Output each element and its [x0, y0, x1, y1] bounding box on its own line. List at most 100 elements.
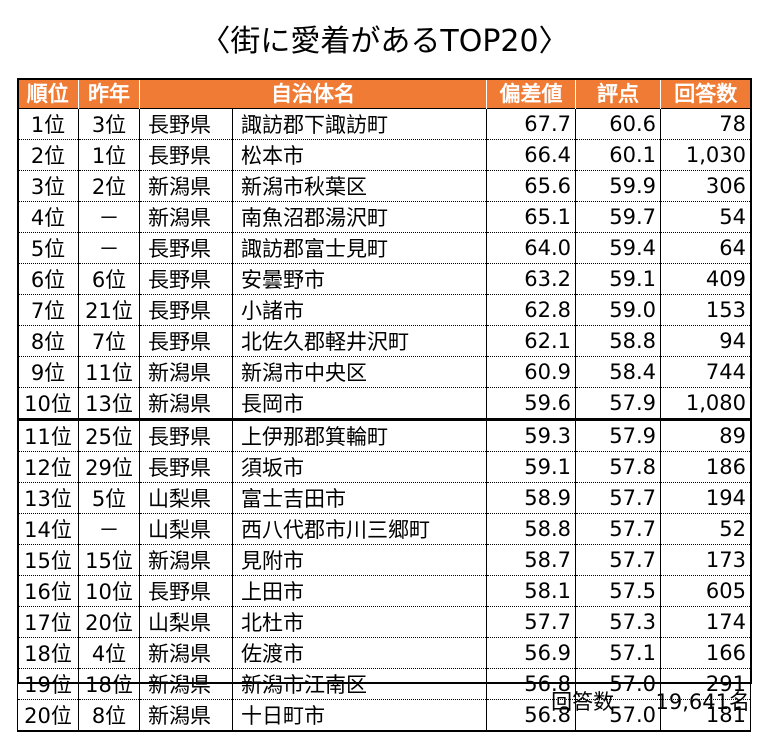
table-row: 18位 4位 新潟県 佐渡市 56.9 57.1 166	[17, 637, 751, 669]
deviation-cell: 58.1	[486, 575, 576, 607]
header-last-year: 昨年	[78, 78, 140, 109]
rank-cell: 15位	[17, 544, 79, 576]
score-cell: 57.7	[575, 482, 661, 514]
ranking-table: 順位 昨年 自治体名 偏差値 評点 回答数 1位 3位 長野県 諏訪郡下諏訪町 67.7…	[17, 78, 751, 732]
last-year-cell: －	[78, 201, 140, 233]
table-row: 2位 1位 長野県 松本市 66.4 60.1 1,030	[17, 139, 751, 171]
city-cell: 上伊那郡箕輪町	[232, 418, 487, 452]
footer-value: 19,641名	[655, 690, 750, 714]
table-row: 16位 10位 長野県 上田市 58.1 57.5 605	[17, 575, 751, 607]
last-year-cell: 6位	[78, 263, 140, 295]
score-cell: 57.0	[575, 668, 661, 700]
rank-cell: 12位	[17, 451, 79, 483]
city-cell: 長岡市	[232, 387, 487, 420]
rank-cell: 3位	[17, 170, 79, 202]
rank-cell: 14位	[17, 513, 79, 545]
score-cell: 57.1	[575, 637, 661, 669]
last-year-cell: 1位	[78, 139, 140, 171]
table-row: 6位 6位 長野県 安曇野市 63.2 59.1 409	[17, 263, 751, 295]
deviation-cell: 56.8	[486, 668, 576, 700]
responses-cell: 181	[660, 699, 751, 732]
rank-cell: 18位	[17, 637, 79, 669]
last-year-cell: 10位	[78, 575, 140, 607]
city-cell: 須坂市	[232, 451, 487, 483]
last-year-cell: －	[78, 232, 140, 264]
footer-label: 回答数	[551, 690, 615, 714]
last-year-cell: 21位	[78, 294, 140, 326]
city-cell: 新潟市秋葉区	[232, 170, 487, 202]
table-row: 1位 3位 長野県 諏訪郡下諏訪町 67.7 60.6 78	[17, 108, 751, 140]
last-year-cell: 11位	[78, 356, 140, 388]
rank-cell: 7位	[17, 294, 79, 326]
header-responses: 回答数	[660, 78, 751, 109]
deviation-cell: 57.7	[486, 606, 576, 638]
last-year-cell: 29位	[78, 451, 140, 483]
table-row: 20位 8位 新潟県 十日町市 56.8 57.0 181	[17, 699, 751, 732]
deviation-cell: 60.9	[486, 356, 576, 388]
responses-cell: 174	[660, 606, 751, 638]
prefecture-cell: 新潟県	[139, 387, 233, 420]
deviation-cell: 56.9	[486, 637, 576, 669]
prefecture-cell: 山梨県	[139, 482, 233, 514]
last-year-cell: －	[78, 513, 140, 545]
deviation-cell: 59.1	[486, 451, 576, 483]
responses-cell: 194	[660, 482, 751, 514]
responses-cell: 153	[660, 294, 751, 326]
city-cell: 新潟市江南区	[232, 668, 487, 700]
last-year-cell: 4位	[78, 637, 140, 669]
deviation-cell: 62.8	[486, 294, 576, 326]
city-cell: 佐渡市	[232, 637, 487, 669]
responses-cell: 89	[660, 418, 751, 452]
responses-cell: 166	[660, 637, 751, 669]
prefecture-cell: 新潟県	[139, 668, 233, 700]
table-row: 4位－新潟県 南魚沼郡湯沢町 65.1 59.7 54	[17, 201, 751, 233]
rank-cell: 17位	[17, 606, 79, 638]
page-title: 〈街に愛着があるTOP20〉	[200, 24, 569, 59]
table-header-row: 順位 昨年 自治体名 偏差値 評点 回答数	[17, 78, 751, 109]
score-cell: 59.4	[575, 232, 661, 264]
city-cell: 小諸市	[232, 294, 487, 326]
rank-cell: 8位	[17, 325, 79, 357]
prefecture-cell: 新潟県	[139, 699, 233, 732]
deviation-cell: 67.7	[486, 108, 576, 140]
score-cell: 59.7	[575, 201, 661, 233]
responses-cell: 173	[660, 544, 751, 576]
prefecture-cell: 長野県	[139, 325, 233, 357]
city-cell: 西八代郡市川三郷町	[232, 513, 487, 545]
prefecture-cell: 山梨県	[139, 513, 233, 545]
score-cell: 57.3	[575, 606, 661, 638]
city-cell: 上田市	[232, 575, 487, 607]
deviation-cell: 66.4	[486, 139, 576, 171]
responses-cell: 306	[660, 170, 751, 202]
last-year-cell: 15位	[78, 544, 140, 576]
responses-cell: 64	[660, 232, 751, 264]
city-cell: 諏訪郡富士見町	[232, 232, 487, 264]
last-year-cell: 18位	[78, 668, 140, 700]
table-row: 12位 29位 長野県 須坂市 59.1 57.8 186	[17, 451, 751, 483]
rank-cell: 19位	[17, 668, 79, 700]
city-cell: 見附市	[232, 544, 487, 576]
score-cell: 59.9	[575, 170, 661, 202]
score-cell: 57.9	[575, 418, 661, 452]
city-cell: 新潟市中央区	[232, 356, 487, 388]
score-cell: 57.7	[575, 513, 661, 545]
deviation-cell: 58.8	[486, 513, 576, 545]
responses-cell: 744	[660, 356, 751, 388]
table-row: 11位 25位 長野県 上伊那郡箕輪町 59.3 57.9 89	[17, 418, 751, 452]
deviation-cell: 59.6	[486, 387, 576, 420]
prefecture-cell: 新潟県	[139, 170, 233, 202]
prefecture-cell: 長野県	[139, 451, 233, 483]
prefecture-cell: 長野県	[139, 418, 233, 452]
prefecture-cell: 新潟県	[139, 356, 233, 388]
responses-cell: 605	[660, 575, 751, 607]
score-cell: 59.0	[575, 294, 661, 326]
last-year-cell: 13位	[78, 387, 140, 420]
prefecture-cell: 新潟県	[139, 201, 233, 233]
city-cell: 富士吉田市	[232, 482, 487, 514]
prefecture-cell: 長野県	[139, 575, 233, 607]
prefecture-cell: 新潟県	[139, 544, 233, 576]
responses-cell: 78	[660, 108, 751, 140]
rank-cell: 6位	[17, 263, 79, 295]
score-cell: 58.8	[575, 325, 661, 357]
responses-cell: 409	[660, 263, 751, 295]
